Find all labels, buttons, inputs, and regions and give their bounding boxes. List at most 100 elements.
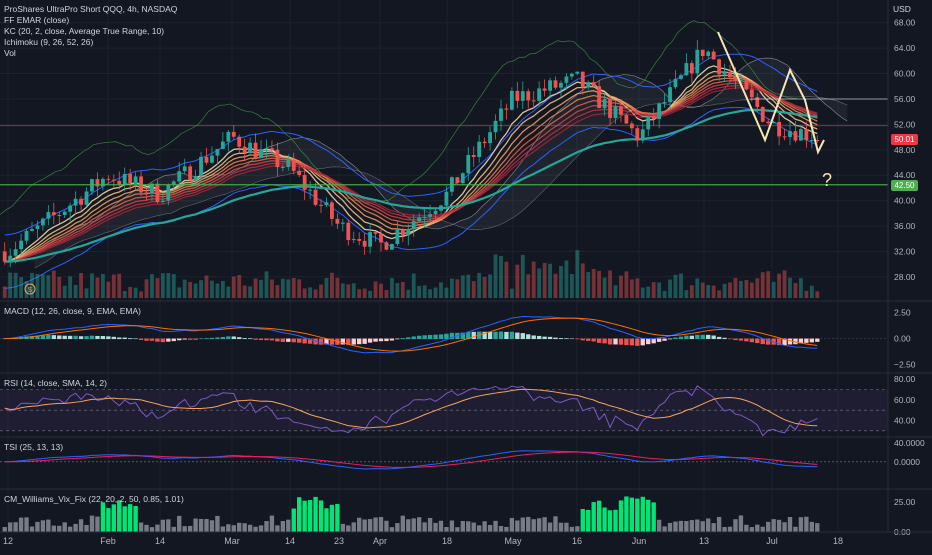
volume-bar [237,275,242,298]
candle-body [809,139,814,141]
volume-bar [564,260,569,298]
macd-y-tick-label: 0.00 [894,334,911,344]
volume-bar [433,287,438,298]
vix-fix-bar [449,520,455,532]
macd-histogram-bar [122,337,127,340]
macd-histogram-bar [231,336,236,340]
vix-fix-bar [242,523,247,532]
candle-body [591,82,596,87]
candle-body [619,106,623,115]
candle-body [739,80,743,82]
macd-histogram-bar [493,331,498,340]
x-tick-label: Feb [100,536,116,546]
candle-body [160,200,165,202]
volume-bar [30,272,34,298]
volume-bar [215,283,220,298]
candle-body [799,129,803,141]
macd-histogram-bar [275,338,280,342]
volume-bar [150,274,154,298]
vix-fix-bar [138,522,144,532]
vix-fix-bar [367,519,373,532]
macd-histogram-bar [804,338,809,343]
macd-histogram-bar [651,338,656,344]
vix-fix-bar [95,516,100,532]
volume-bar [428,289,432,298]
volume-bar [760,272,765,298]
vix-y-tick-label: 25.00 [894,497,916,507]
macd-histogram-bar [482,331,487,340]
macd-histogram-bar [749,338,755,343]
vix-fix-bar [815,523,820,532]
rsi-y-tick-label: 80.00 [894,374,916,384]
candle-body [340,222,345,224]
candle-body [608,99,612,118]
volume-bar [619,275,623,298]
rsi-y-tick-label: 40.00 [894,416,916,426]
macd-histogram-bar [177,338,182,341]
currency-label: USD [893,4,911,14]
vix-fix-bar [706,518,711,532]
macd-histogram-bar [117,337,122,340]
volume-bar [722,283,727,298]
candle-body [509,90,514,110]
vix-fix-bar [100,502,106,532]
vix-fix-bar [198,519,204,532]
candle-body [215,148,220,156]
vix-fix-bar [471,522,476,532]
volume-bar [591,268,596,298]
volume-bar [122,291,127,298]
vix-fix-bar [307,499,313,532]
vix-fix-bar [613,509,618,532]
last-price-badge: 50.01 [891,134,918,145]
volume-bar [62,285,67,298]
candle-body [815,139,820,141]
drawing-question-mark: ? [822,170,832,190]
vix-fix-bar [247,524,253,532]
macd-histogram-bar [2,338,7,340]
ema-ribbon-line [4,80,818,263]
candle-body [13,249,18,256]
candle-body [275,149,280,168]
candle-body [777,121,782,137]
volume-bar [537,268,542,298]
macd-line [4,316,818,354]
volume-bar [449,278,454,298]
candle-body [635,128,640,141]
vix-fix-bar [700,521,705,532]
candle-body [237,136,242,147]
macd-histogram-bar [57,335,62,340]
volume-bar [291,278,296,298]
candle-body [270,148,274,150]
vix-fix-bar [275,525,280,532]
vix-fix-bar [684,521,689,532]
candle-body [673,78,678,88]
vix-fix-bar [804,516,809,532]
y-tick-label: 56.00 [894,94,916,104]
candle-body [24,230,29,241]
macd-histogram-bar [378,338,384,342]
macd-histogram-bar [318,338,324,345]
vix-fix-bar [798,517,804,532]
vix-fix-bar [264,521,269,532]
candle-body [335,218,340,224]
volume-bar [160,273,165,298]
vix-fix-bar [351,522,356,532]
candle-body [395,229,400,245]
vix-fix-bar [771,519,776,532]
macd-histogram-bar [416,335,422,340]
vix-fix-bar [646,499,651,532]
macd-histogram-bar [531,335,536,340]
vix-fix-bar [493,520,498,532]
volume-bar [580,263,585,298]
volume-bar [608,270,612,298]
candle-body [253,142,258,158]
volume-bar [711,285,716,298]
candle-body [308,189,313,191]
candle-body [711,51,716,60]
macd-histogram-bar [760,338,765,345]
x-tick-label: Jun [632,536,647,546]
candle-body [689,63,694,74]
macd-histogram-bar [695,334,700,340]
vix-fix-bar [656,519,662,532]
